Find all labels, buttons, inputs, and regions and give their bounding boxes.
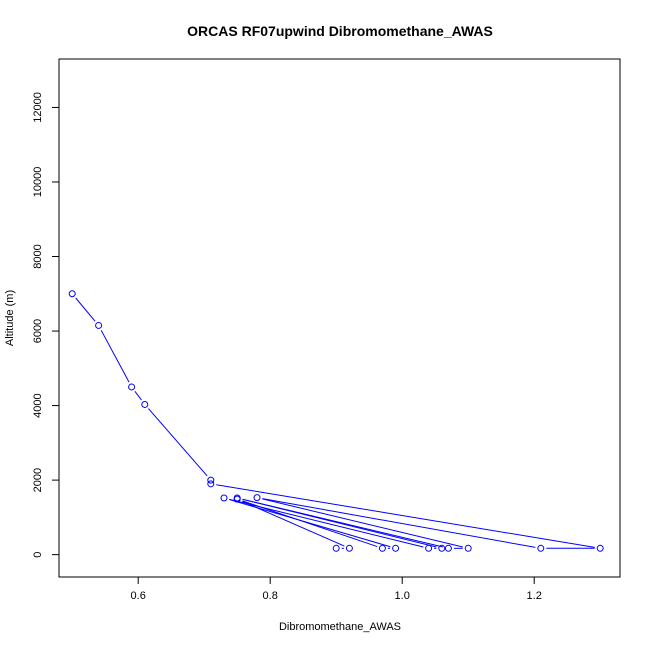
series-segment <box>216 484 595 548</box>
data-point <box>332 544 340 552</box>
series-segment <box>75 297 96 322</box>
series-segment <box>242 498 437 548</box>
data-point <box>207 480 215 488</box>
data-point <box>68 290 76 298</box>
data-point <box>425 544 433 552</box>
y-tick-label: 10000 <box>32 167 44 198</box>
y-tick-label: 4000 <box>32 393 44 417</box>
x-axis: 0.6 0.8 1.0 1.2 <box>131 577 542 602</box>
y-tick-label: 2000 <box>32 468 44 492</box>
y-tick-label: 0 <box>32 552 44 558</box>
x-tick-label: 1.0 <box>395 590 410 602</box>
series-segment <box>262 498 463 548</box>
data-point <box>220 494 228 502</box>
data-point <box>128 383 136 391</box>
y-tick-label: 12000 <box>32 92 44 123</box>
x-tick-label: 1.2 <box>527 590 542 602</box>
y-tick-label: 6000 <box>32 319 44 343</box>
series-segment <box>242 500 345 547</box>
series-segment <box>134 391 142 401</box>
data-point <box>537 544 545 552</box>
data-point <box>345 544 353 552</box>
y-tick-label: 8000 <box>32 244 44 268</box>
y-axis-label: Altitude (m) <box>4 290 16 346</box>
data-point <box>596 544 604 552</box>
data-point <box>207 476 215 484</box>
x-axis-label: Dibromomethane_AWAS <box>279 621 401 633</box>
data-point <box>378 544 386 552</box>
plot-frame <box>58 58 621 578</box>
series-segment <box>242 500 378 548</box>
data-point <box>392 544 400 552</box>
data-point <box>444 544 452 552</box>
data-point <box>464 544 472 552</box>
series-layer <box>68 290 604 552</box>
series-segment <box>148 408 208 477</box>
series-segment <box>262 498 536 548</box>
y-axis: 0 2000 4000 6000 8000 10000 12000 <box>32 92 59 558</box>
data-point <box>95 321 103 329</box>
chart-title: ORCAS RF07upwind Dibromomethane_AWAS <box>187 23 493 39</box>
data-point <box>141 400 149 408</box>
data-point <box>233 495 241 503</box>
x-tick-label: 0.6 <box>131 590 146 602</box>
data-point <box>438 544 446 552</box>
series-segment <box>100 330 130 383</box>
x-tick-label: 0.8 <box>263 590 278 602</box>
data-point <box>253 494 261 502</box>
